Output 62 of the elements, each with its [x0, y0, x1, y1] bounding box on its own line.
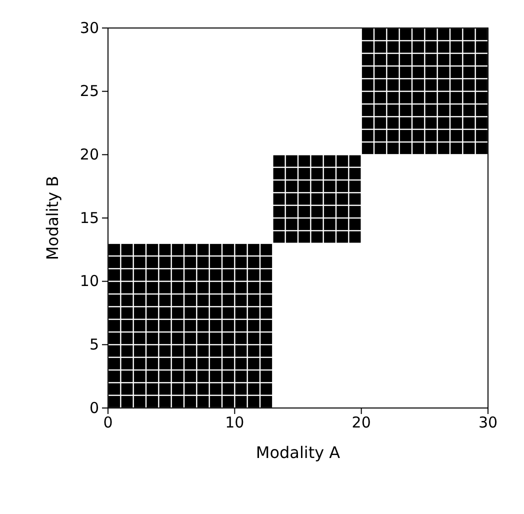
point: [273, 180, 285, 192]
point: [349, 168, 361, 180]
point: [286, 218, 298, 230]
point: [324, 231, 336, 243]
point: [298, 168, 310, 180]
point: [273, 168, 285, 180]
point: [273, 231, 285, 243]
point: [286, 155, 298, 167]
y-tick-label: 25: [80, 82, 99, 100]
y-tick-label: 30: [80, 18, 99, 37]
point: [298, 231, 310, 243]
point: [311, 206, 323, 218]
point: [336, 180, 348, 192]
point: [324, 206, 336, 218]
point: [298, 180, 310, 192]
point: [298, 193, 310, 205]
point: [336, 231, 348, 243]
y-tick-label: 0: [89, 398, 99, 417]
y-axis-title: Modality B: [43, 176, 62, 260]
point: [349, 180, 361, 192]
point: [324, 180, 336, 192]
point: [311, 193, 323, 205]
point: [349, 231, 361, 243]
point: [311, 218, 323, 230]
point: [311, 155, 323, 167]
point: [298, 206, 310, 218]
y-tick-label: 5: [89, 335, 99, 354]
x-axis-title: Modality A: [256, 443, 340, 462]
point: [298, 218, 310, 230]
point: [273, 193, 285, 205]
point: [336, 168, 348, 180]
point: [273, 206, 285, 218]
point: [349, 206, 361, 218]
y-tick-label: 10: [80, 272, 99, 290]
point: [286, 231, 298, 243]
point: [324, 168, 336, 180]
point: [286, 206, 298, 218]
x-tick-label: 30: [478, 414, 498, 432]
y-tick-label: 20: [80, 145, 99, 164]
point: [336, 218, 348, 230]
point: [286, 168, 298, 180]
point: [349, 218, 361, 230]
point: [311, 231, 323, 243]
x-tick-label: 0: [103, 414, 113, 432]
point: [324, 218, 336, 230]
point: [349, 193, 361, 205]
point: [273, 155, 285, 167]
point: [311, 168, 323, 180]
point: [311, 180, 323, 192]
point: [349, 155, 361, 167]
point: [336, 155, 348, 167]
point: [273, 218, 285, 230]
y-tick-label: 15: [80, 208, 99, 227]
x-tick-label: 20: [352, 414, 371, 432]
point: [286, 193, 298, 205]
point: [286, 180, 298, 192]
point: [324, 193, 336, 205]
x-tick-label: 10: [225, 414, 244, 432]
point: [336, 206, 348, 218]
point: [324, 155, 336, 167]
point: [298, 155, 310, 167]
point: [336, 193, 348, 205]
